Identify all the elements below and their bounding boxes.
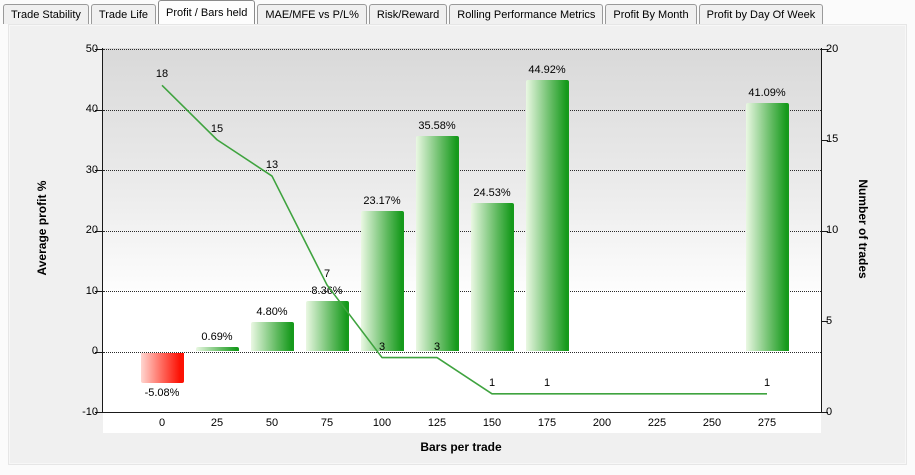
- left-axis-tick: [95, 230, 102, 232]
- left-axis-tick-label: 20: [85, 224, 98, 236]
- profit-bar: [250, 322, 294, 352]
- bar-value-label: 8.36%: [311, 284, 343, 297]
- trades-point-label: 15: [210, 122, 224, 135]
- profit-bar: [470, 203, 514, 352]
- left-axis-tick: [95, 351, 102, 353]
- right-axis-tick-label: 5: [826, 314, 833, 327]
- tab-trade-life[interactable]: Trade Life: [90, 4, 157, 24]
- bar-value-label: 35.58%: [418, 120, 456, 133]
- left-axis-tick-label: 30: [85, 163, 98, 176]
- right-axis-tick: [822, 412, 828, 413]
- bar-value-label: 23.17%: [363, 195, 401, 208]
- right-axis-tick-label: 20: [826, 42, 839, 55]
- right-axis-tick: [822, 139, 828, 141]
- x-axis-tick-label: 200: [592, 417, 612, 429]
- left-axis-tick: [95, 49, 102, 50]
- right-axis-tick: [822, 321, 828, 323]
- left-axis-tick-label: 0: [91, 345, 98, 357]
- left-axis-tick: [95, 109, 102, 111]
- y-spine-right: [821, 48, 822, 413]
- tab-profit-by-day-of-week[interactable]: Profit by Day Of Week: [698, 4, 824, 24]
- right-axis-tick-label: 0: [826, 405, 833, 418]
- profit-bar: [195, 347, 239, 352]
- x-axis-tick-label: 100: [372, 417, 392, 429]
- x-axis-tick-label: 250: [702, 417, 722, 429]
- profit-bar: [305, 300, 349, 352]
- y-axis-title-right: Number of trades: [856, 179, 870, 279]
- x-axis-title: Bars per trade: [420, 440, 502, 454]
- profit-bar: [525, 79, 569, 352]
- bar-value-label: -5.08%: [144, 387, 180, 400]
- tab-mae-mfe-vs-p-l[interactable]: MAE/MFE vs P/L%: [257, 4, 367, 24]
- right-axis-tick-label: 15: [826, 133, 839, 146]
- left-axis-tick-label: 50: [85, 42, 98, 55]
- trades-point-label: 13: [265, 159, 279, 172]
- profit-bar: [360, 211, 404, 352]
- trades-point-label: 1: [543, 376, 551, 389]
- x-axis-tick-label: 275: [757, 417, 777, 429]
- left-axis-tick-label: 40: [85, 103, 98, 115]
- tab-risk-reward[interactable]: Risk/Reward: [368, 4, 448, 24]
- x-spine-bottom: [102, 412, 822, 413]
- x-axis-tick-label: 25: [210, 417, 224, 429]
- bar-value-label: 0.69%: [201, 331, 233, 344]
- x-axis-tick-label: 75: [320, 417, 334, 429]
- tab-profit-bars-held[interactable]: Profit / Bars held: [158, 0, 256, 24]
- grid-line: [103, 109, 821, 111]
- profit-bar: [140, 352, 184, 384]
- left-axis-tick: [95, 412, 102, 413]
- trades-point-label: 7: [323, 267, 331, 280]
- grid-line: [103, 230, 821, 232]
- x-axis-tick-label: 125: [427, 417, 447, 429]
- y-spine-left: [102, 48, 103, 413]
- trades-point-label: 1: [763, 376, 771, 389]
- tab-profit-by-month[interactable]: Profit By Month: [605, 4, 697, 24]
- x-axis-tick-label: 50: [265, 417, 279, 429]
- trades-point-label: 3: [433, 340, 441, 353]
- x-axis-tick-label: 0: [158, 417, 166, 429]
- bar-value-label: 44.92%: [528, 63, 566, 76]
- x-axis-tick-label: 175: [537, 417, 557, 429]
- left-axis-tick-label: -10: [82, 405, 98, 418]
- left-axis-tick-label: 10: [85, 284, 98, 297]
- plot-canvas: [103, 48, 821, 433]
- grid-line: [103, 351, 821, 353]
- bar-value-label: 24.53%: [473, 187, 511, 200]
- trades-point-label: 18: [155, 68, 169, 81]
- bar-value-label: 41.09%: [748, 86, 786, 99]
- tab-trade-stability[interactable]: Trade Stability: [3, 4, 89, 24]
- y-axis-title-left: Average profit %: [35, 180, 49, 276]
- x-axis-tick-label: 225: [647, 417, 667, 429]
- profit-bar: [415, 136, 459, 352]
- x-axis-tick-label: 150: [482, 417, 502, 429]
- bar-value-label: 4.80%: [256, 306, 288, 319]
- trades-point-label: 1: [488, 376, 496, 389]
- right-axis-tick-label: 10: [826, 224, 839, 236]
- left-axis-tick: [95, 170, 102, 171]
- grid-line: [103, 291, 821, 292]
- grid-line: [103, 49, 821, 50]
- grid-line: [103, 170, 821, 171]
- trades-line-path: [161, 84, 767, 395]
- tab-rolling-performance-metrics[interactable]: Rolling Performance Metrics: [449, 4, 604, 24]
- tab-bar: Trade Stability Trade Life Profit / Bars h…: [3, 0, 824, 24]
- profit-bar: [745, 102, 789, 352]
- right-axis-tick: [822, 49, 828, 50]
- trades-point-label: 3: [378, 340, 386, 353]
- right-axis-tick: [822, 230, 828, 232]
- trades-line: [161, 84, 767, 395]
- left-axis-tick: [95, 291, 102, 292]
